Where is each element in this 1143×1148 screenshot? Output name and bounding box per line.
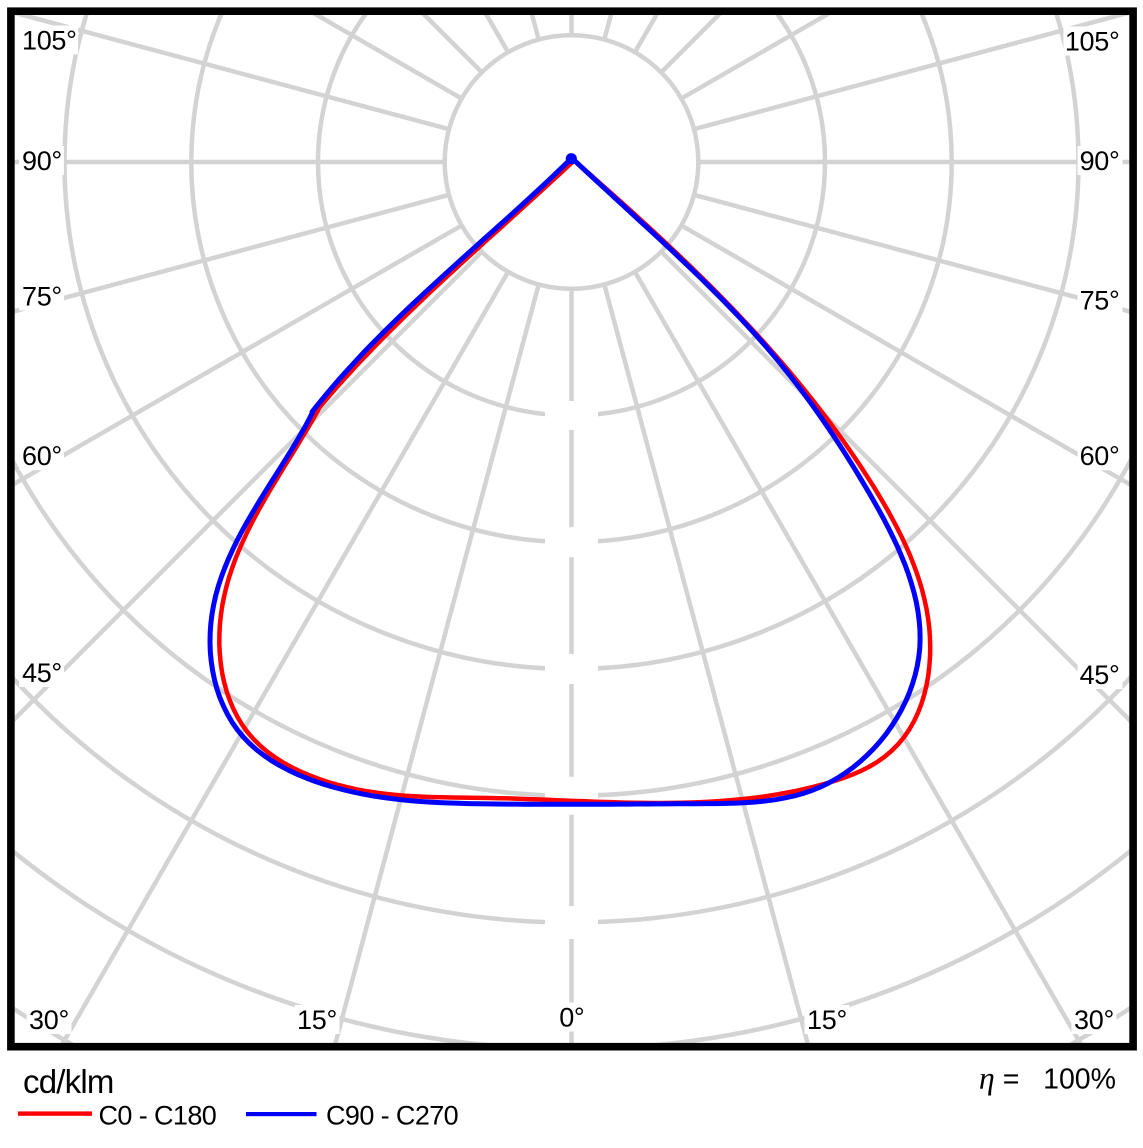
- svg-text:η = 100%: η = 100%: [979, 1060, 1116, 1096]
- svg-text:75°: 75°: [1080, 286, 1120, 316]
- svg-text:15°: 15°: [297, 1005, 337, 1035]
- svg-text:45°: 45°: [22, 658, 62, 688]
- svg-text:30°: 30°: [29, 1005, 69, 1035]
- svg-text:cd/klm: cd/klm: [23, 1063, 114, 1100]
- svg-text:45°: 45°: [1080, 660, 1120, 690]
- svg-text:C0 - C180: C0 - C180: [99, 1101, 217, 1131]
- svg-text:C90 - C270: C90 - C270: [326, 1101, 458, 1131]
- svg-text:90°: 90°: [22, 146, 62, 176]
- svg-text:60°: 60°: [1080, 441, 1120, 471]
- svg-text:15°: 15°: [807, 1005, 847, 1035]
- svg-text:60°: 60°: [22, 441, 62, 471]
- svg-text:75°: 75°: [22, 282, 62, 312]
- svg-text:0°: 0°: [559, 1003, 584, 1033]
- svg-text:90°: 90°: [1080, 146, 1120, 176]
- svg-text:105°: 105°: [1065, 27, 1120, 57]
- svg-text:105°: 105°: [22, 26, 77, 56]
- svg-text:30°: 30°: [1074, 1005, 1114, 1035]
